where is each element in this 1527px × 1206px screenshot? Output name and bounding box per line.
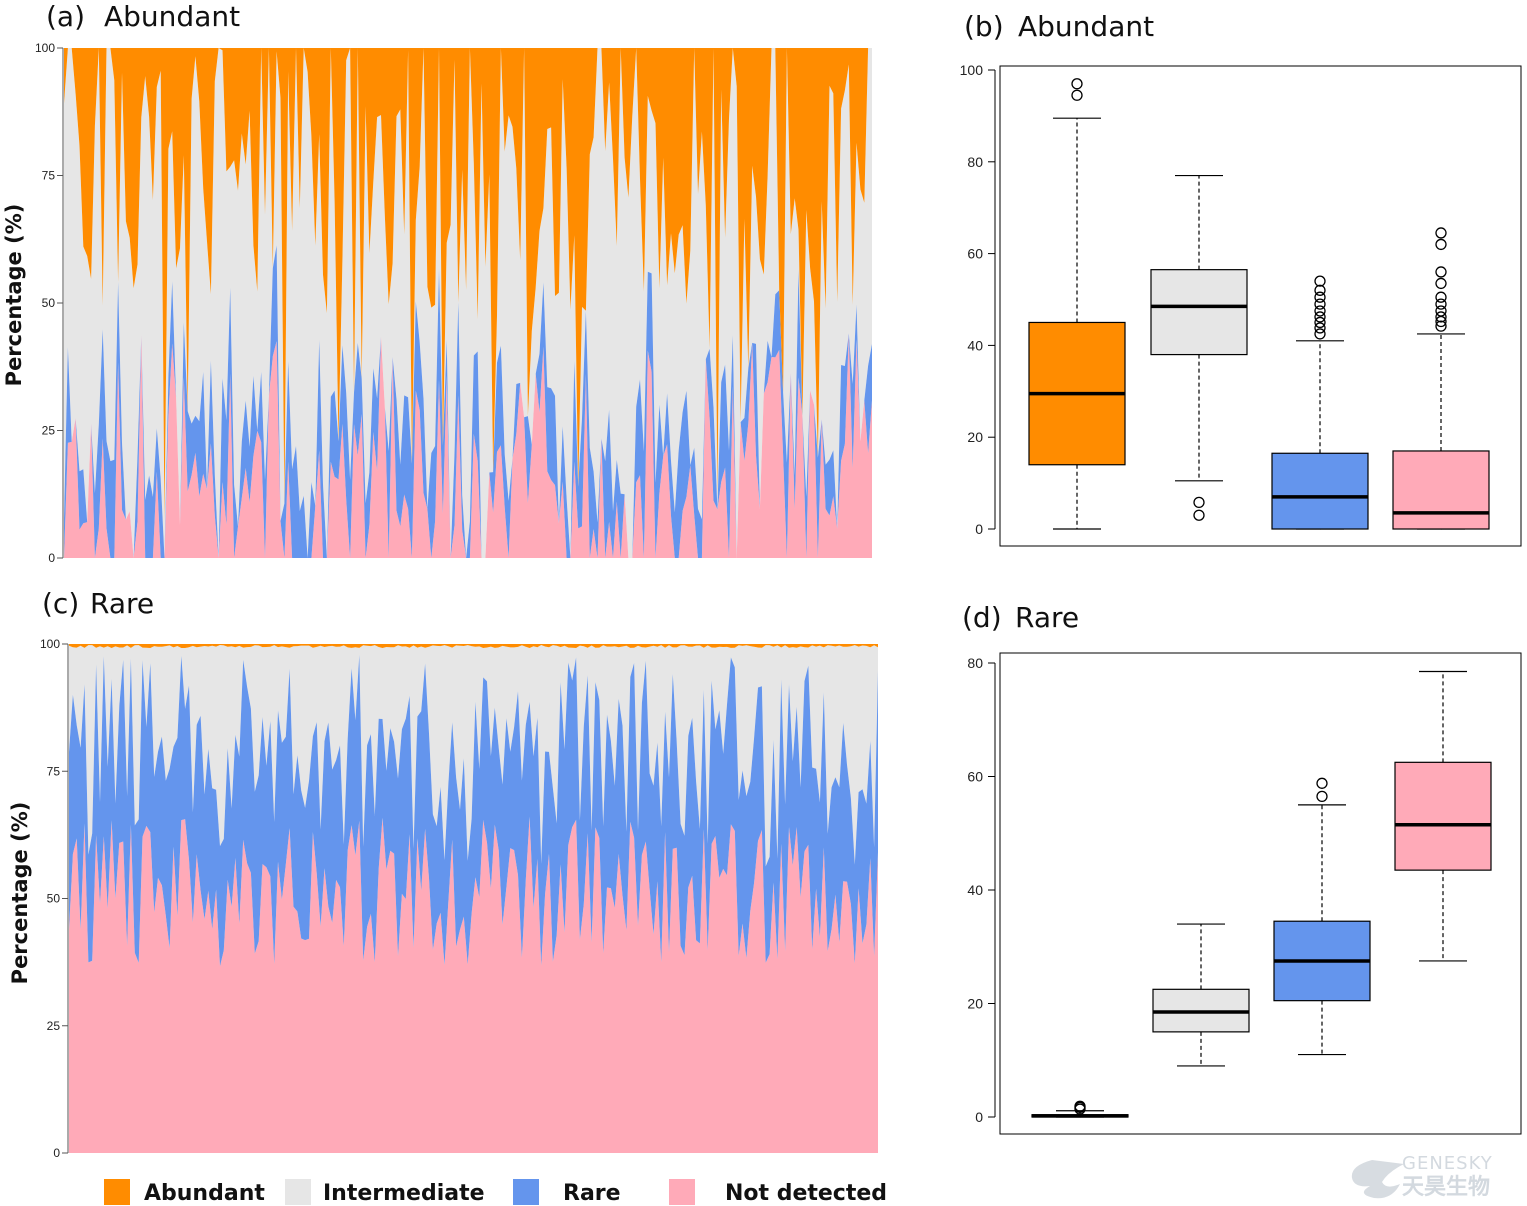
- outlier-point-rare: [1314, 322, 1326, 334]
- outlier-point-not-detected: [1435, 305, 1447, 317]
- outlier-point-rare: [1314, 284, 1326, 296]
- outlier-point-not-detected: [1435, 320, 1447, 332]
- y-tick-label: 50: [42, 296, 56, 310]
- panel-d: (d) Rare 0 20 40 60 80: [962, 601, 1522, 1135]
- outlier-point-rare: [1314, 291, 1326, 303]
- stacked-area-c: [69, 644, 878, 1153]
- panel-b: (b) Abundant 0 20 40 60 80 100: [960, 10, 1522, 547]
- y-tick-label: 60: [967, 769, 983, 785]
- box-not-detected: [1394, 761, 1492, 871]
- panel-b-letter: (b): [964, 10, 1004, 43]
- y-tick-label: 0: [975, 1109, 983, 1125]
- area-series-intermediate: [69, 645, 878, 867]
- genesky-logo-icon: [1351, 1160, 1404, 1199]
- outlier-point-rare: [1314, 311, 1326, 323]
- area-series-abundant: [64, 48, 872, 521]
- boxplot-b: 0 20 40 60 80 100: [960, 62, 1490, 537]
- y-tick-label: 100: [960, 62, 984, 78]
- panel-a-letter: (a): [46, 0, 85, 33]
- outlier-point-not-detected: [1435, 311, 1447, 323]
- outlier-point-rare: [1314, 328, 1326, 340]
- y-tick-label: 80: [967, 154, 983, 170]
- outlier-point-rare: [1316, 777, 1328, 789]
- y-tick-label: 0: [53, 1146, 60, 1160]
- y-tick-label: 75: [42, 169, 56, 183]
- outlier-point-abundant: [1074, 1100, 1086, 1112]
- y-tick-label: 50: [47, 892, 61, 906]
- legend-swatch-rare: [513, 1179, 539, 1205]
- box-intermediate: [1150, 269, 1248, 356]
- box-rare: [1271, 452, 1369, 530]
- legend-label-intermediate: Intermediate: [323, 1181, 485, 1206]
- y-tick-label: 40: [967, 882, 983, 898]
- area-series-rare: [64, 245, 872, 558]
- legend-swatch-abundant: [104, 1179, 130, 1205]
- outlier-point-not-detected: [1435, 291, 1447, 303]
- y-axis-a: 0 25 50 75 100: [35, 41, 64, 565]
- panel-a-ylabel: Percentage (%): [2, 204, 26, 387]
- watermark-line1: GENESKY: [1402, 1153, 1493, 1174]
- stacked-area-a: [64, 48, 872, 558]
- plot-frame-b: [999, 65, 1522, 547]
- panel-d-letter: (d): [962, 601, 1002, 634]
- panel-d-title: Rare: [1015, 601, 1079, 634]
- legend: Abundant Intermediate Rare Not detected: [104, 1179, 887, 1206]
- outlier-point-not-detected: [1435, 266, 1447, 278]
- outlier-point-rare: [1314, 316, 1326, 329]
- boxplot-d: 0 20 40 60 80: [967, 655, 1492, 1125]
- panel-b-title: Abundant: [1018, 10, 1154, 43]
- area-series-not-detected: [69, 816, 878, 1153]
- outlier-point-abundant: [1071, 89, 1083, 101]
- panel-a-title: Abundant: [104, 0, 240, 33]
- area-series-abundant: [69, 644, 878, 648]
- legend-swatch-not-detected: [669, 1179, 695, 1205]
- outlier-point-abundant: [1071, 78, 1083, 90]
- panel-c-ylabel: Percentage (%): [8, 802, 32, 985]
- outlier-point-not-detected: [1435, 238, 1447, 251]
- outlier-point-rare: [1316, 790, 1328, 803]
- outlier-point-intermediate: [1193, 496, 1205, 509]
- area-series-not-detected: [64, 333, 872, 558]
- y-tick-label: 25: [47, 1019, 61, 1033]
- legend-label-rare: Rare: [563, 1181, 621, 1206]
- y-tick-label: 40: [967, 337, 983, 353]
- panel-c-letter: (c): [42, 587, 79, 620]
- y-tick-label: 0: [48, 551, 55, 565]
- outlier-point-not-detected: [1435, 298, 1447, 310]
- y-tick-label: 20: [967, 996, 983, 1012]
- watermark-line2: 天昊生物: [1402, 1174, 1490, 1200]
- y-tick-label: 0: [975, 521, 983, 537]
- y-tick-label: 75: [47, 764, 61, 778]
- panel-c: (c) Rare Percentage (%) 0 25 50 75 100: [8, 587, 878, 1160]
- area-series-intermediate: [64, 48, 872, 558]
- watermark: GENESKY 天昊生物: [1351, 1153, 1493, 1200]
- y-tick-label: 80: [967, 655, 983, 671]
- area-series-rare: [69, 654, 878, 967]
- y-tick-label: 100: [40, 637, 60, 651]
- y-axis-c: 0 25 50 75 100: [40, 637, 69, 1160]
- box-not-detected: [1392, 450, 1490, 530]
- legend-label-not-detected: Not detected: [725, 1181, 887, 1206]
- outlier-point-not-detected: [1435, 277, 1447, 290]
- outlier-point-rare: [1314, 275, 1326, 287]
- outlier-point-rare: [1314, 298, 1326, 310]
- y-tick-label: 20: [967, 429, 983, 445]
- legend-label-abundant: Abundant: [144, 1181, 265, 1206]
- y-tick-label: 25: [42, 424, 56, 438]
- panel-c-title: Rare: [90, 587, 154, 620]
- y-tick-label: 60: [967, 246, 983, 262]
- panel-a: (a) Abundant Percentage (%) 0 25 50 75 100: [2, 0, 872, 565]
- outlier-point-not-detected: [1435, 227, 1447, 239]
- outlier-point-intermediate: [1193, 509, 1205, 521]
- outlier-point-rare: [1314, 305, 1326, 317]
- y-tick-label: 100: [35, 41, 55, 55]
- legend-swatch-intermediate: [285, 1179, 311, 1205]
- plot-frame-d: [999, 652, 1522, 1135]
